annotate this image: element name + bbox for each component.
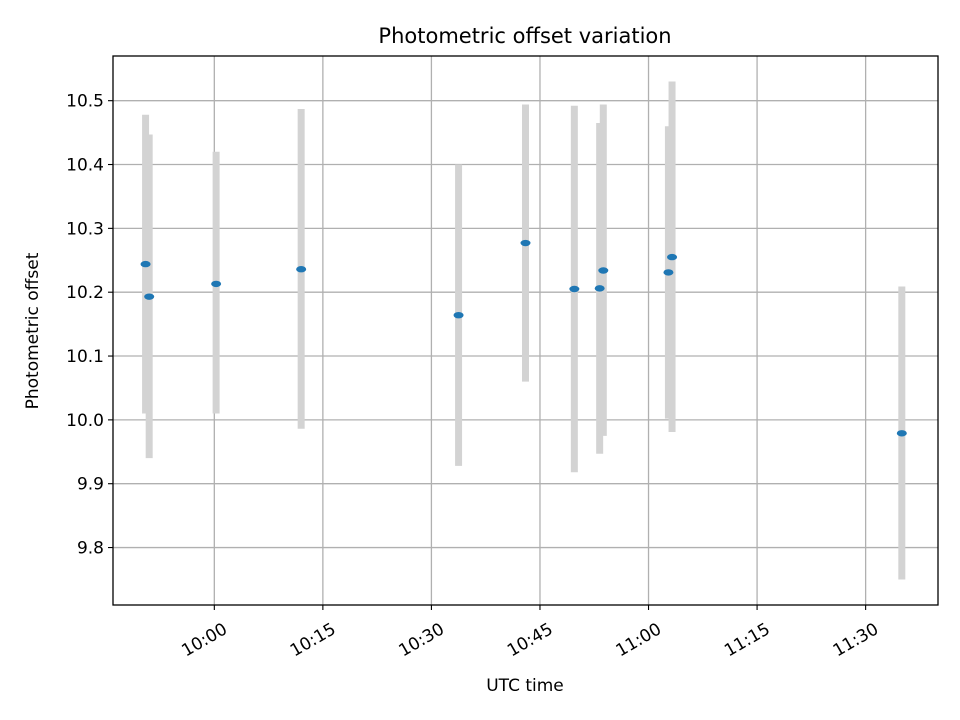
data-points	[140, 239, 907, 437]
x-tick-label: 11:00	[613, 619, 665, 661]
y-tick-label: 10.1	[66, 347, 104, 367]
y-tick-label: 9.8	[77, 539, 104, 559]
x-tick-label: 10:30	[395, 619, 447, 661]
data-point	[296, 266, 307, 273]
plot-frame	[112, 55, 939, 606]
data-point	[667, 253, 678, 261]
x-tick-label: 10:45	[504, 619, 556, 661]
axis-ticks: 9.8 9.9 10.0 10.1 10.2 10.3 10.4 10.5 10:00 10:15…	[66, 92, 882, 662]
data-point	[896, 430, 907, 437]
chart-title: Photometric offset variation	[378, 24, 671, 48]
data-point	[663, 269, 674, 276]
x-tick-label: 10:00	[178, 619, 230, 661]
data-point	[140, 260, 151, 268]
y-tick-label: 9.9	[77, 475, 104, 495]
data-point	[520, 239, 531, 247]
y-tick-label: 10.3	[66, 219, 104, 239]
data-point	[144, 293, 155, 300]
y-tick-label: 10.4	[66, 156, 104, 176]
x-tick-label: 11:15	[721, 619, 773, 661]
data-point	[598, 267, 609, 274]
x-tick-label: 11:30	[830, 619, 882, 661]
data-point	[211, 280, 222, 288]
x-tick-label: 10:15	[287, 619, 339, 661]
data-point	[453, 311, 464, 319]
data-point	[594, 285, 605, 292]
y-tick-label: 10.2	[66, 283, 104, 303]
y-tick-label: 10.5	[66, 92, 104, 112]
error-bars	[142, 81, 906, 580]
data-point	[569, 285, 580, 293]
x-axis-label: UTC time	[486, 676, 564, 696]
y-axis-label: Photometric offset	[23, 252, 43, 409]
y-tick-label: 10.0	[66, 411, 104, 431]
